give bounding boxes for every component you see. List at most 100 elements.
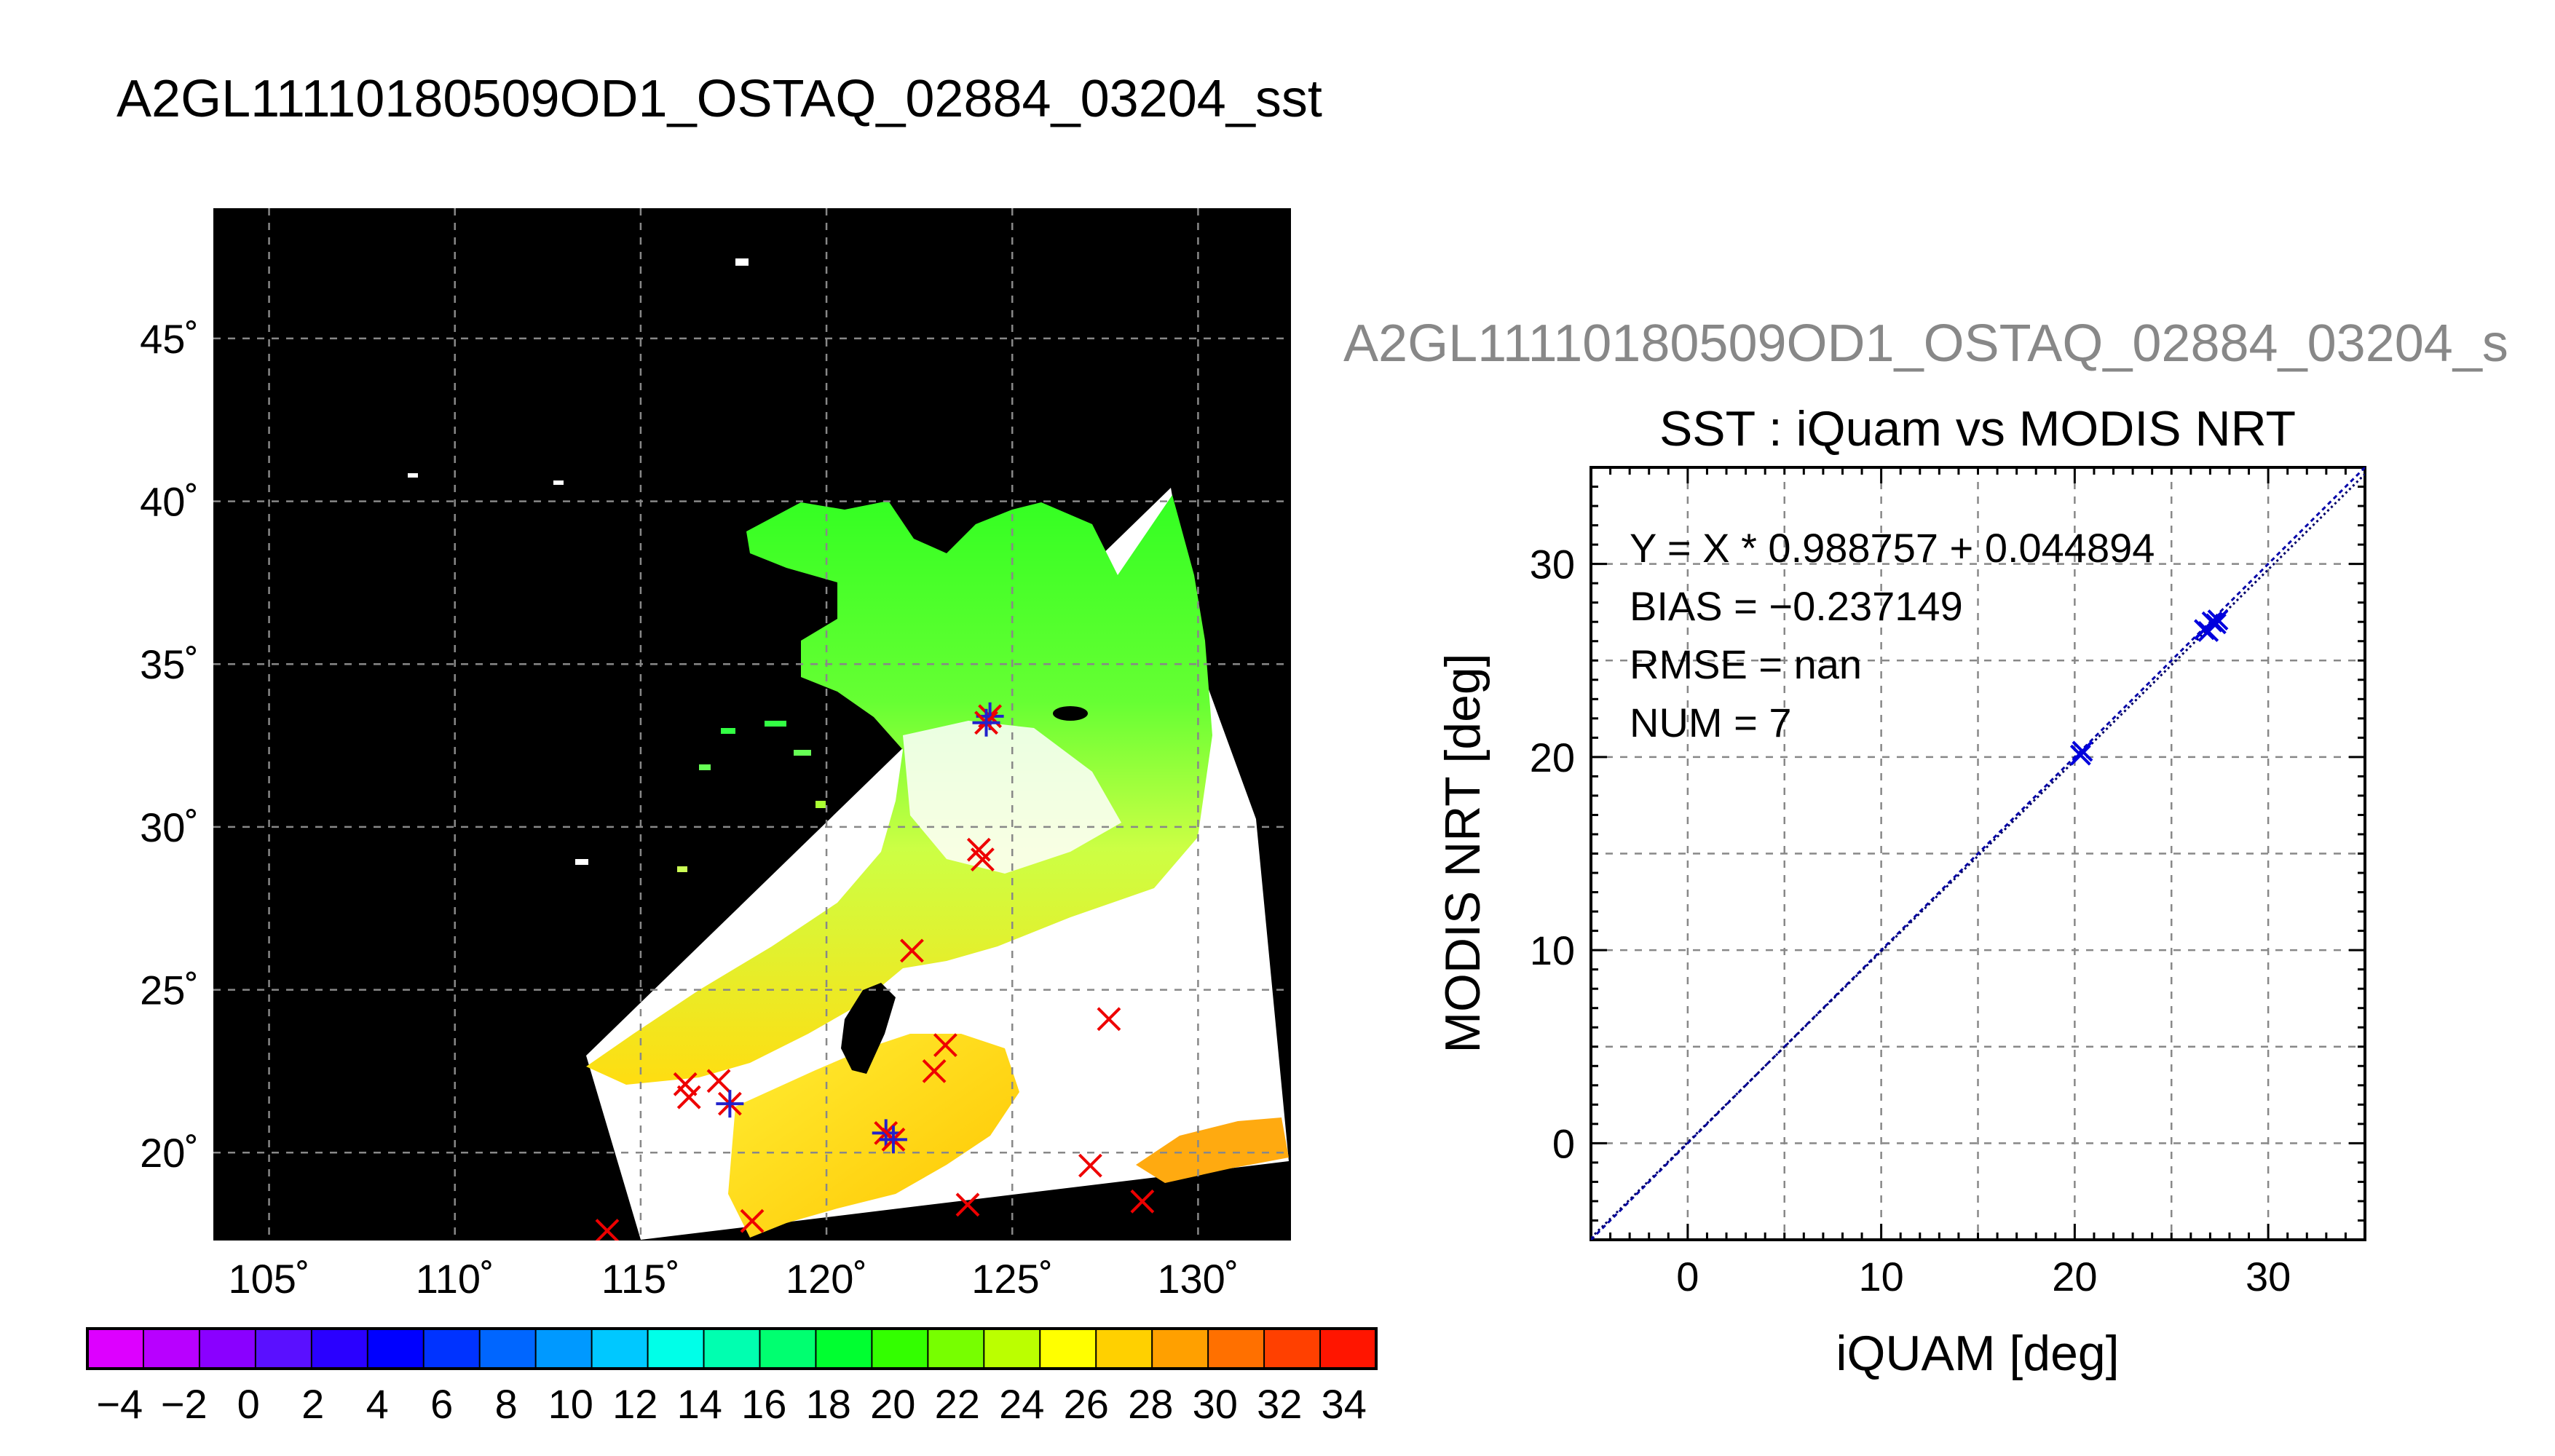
match-point-marker (900, 938, 924, 963)
colorbar-tick-label: 32 (1257, 1381, 1302, 1427)
match-point-marker (706, 1069, 731, 1093)
marker-stroke (676, 1085, 701, 1109)
match-point-marker (1097, 1007, 1121, 1032)
colorbar-tick-label: 12 (612, 1381, 657, 1427)
num-value: NUM = 7 (1630, 700, 1792, 745)
colorbar-segment (1040, 1329, 1097, 1369)
match-point-marker (922, 1059, 947, 1083)
bias-value: BIAS = −0.237149 (1630, 583, 1963, 629)
colorbar-tick-label: 0 (237, 1381, 260, 1427)
colorbar-tick-label: 20 (870, 1381, 915, 1427)
y-tick-label: 0 (1552, 1120, 1575, 1166)
map-panel: 105˚ 110˚ 115˚ 120˚ 125˚ 130˚ 20˚ 25˚ 30˚ 35˚ 40˚ 4… (140, 208, 1291, 1302)
colorbar-tick-label: 10 (548, 1381, 593, 1427)
marker-stroke (933, 1033, 957, 1058)
scatter-points (2069, 609, 2229, 766)
lon-tick-label: 130˚ (1157, 1256, 1239, 1302)
colorbar-tick-label: 26 (1064, 1381, 1109, 1427)
colorbar-tick-label: 18 (806, 1381, 851, 1427)
colorbar-segment (311, 1329, 368, 1369)
scatter-annotations: Y = X * 0.988757 + 0.044894 BIAS = −0.23… (1630, 525, 2155, 745)
y-tick-label: 20 (1530, 735, 1575, 780)
map-tick-labels: 105˚ 110˚ 115˚ 120˚ 125˚ 130˚ 20˚ 25˚ 30˚ 35˚ 40˚ 4… (140, 316, 1239, 1302)
colorbar-segment (143, 1329, 200, 1369)
lat-tick-label: 30˚ (140, 804, 199, 850)
colorbar-segment (984, 1329, 1041, 1369)
colorbar-tick-label: 30 (1193, 1381, 1238, 1427)
lake-pixel (816, 801, 826, 808)
match-point-marker (955, 1192, 980, 1217)
sst-colorbar: −4 −2 0 2 4 6 8 10 12 14 16 18 20 22 24 26 28 30 32 34 (86, 1327, 1378, 1427)
marker-stroke (706, 1069, 731, 1093)
colorbar-tick-label: 14 (677, 1381, 722, 1427)
colorbar-segment (591, 1329, 649, 1369)
colorbar-segment (1152, 1329, 1209, 1369)
lat-tick-label: 20˚ (140, 1130, 199, 1176)
lake-pixel (575, 859, 588, 865)
rmse-value: RMSE = nan (1630, 641, 1862, 687)
match-point-marker (676, 1085, 701, 1109)
x-tick-label: 30 (2246, 1254, 2291, 1299)
colorbar-segment (1096, 1329, 1153, 1369)
match-point-marker (1130, 1189, 1155, 1214)
scatter-title: SST : iQuam vs MODIS NRT (1659, 401, 2296, 456)
lon-tick-label: 115˚ (601, 1256, 680, 1302)
colorbar-tick-label: 16 (741, 1381, 786, 1427)
x-axis-label: iQUAM [deg] (1836, 1326, 2119, 1381)
map-grid (213, 208, 1291, 1241)
scatter-figure-title: A2GL11110180509OD1_OSTAQ_02884_03204_s (1343, 314, 2508, 373)
colorbar-tick-label: 28 (1128, 1381, 1173, 1427)
colorbar-tick-label: 24 (999, 1381, 1044, 1427)
sst-field-north (586, 495, 1212, 1085)
lon-tick-label: 120˚ (786, 1256, 867, 1302)
point-stroke (2072, 740, 2093, 762)
colorbar-tick-label: 34 (1322, 1381, 1367, 1427)
sst-field-east-warm (1136, 1117, 1289, 1183)
colorbar-segment (928, 1329, 985, 1369)
x-tick-label: 0 (1676, 1254, 1699, 1299)
colorbar-segment (1264, 1329, 1322, 1369)
colorbar-segment (647, 1329, 705, 1369)
lon-tick-label: 105˚ (229, 1256, 310, 1302)
identity-line (1591, 467, 2365, 1240)
lat-tick-label: 35˚ (140, 641, 199, 687)
marker-stroke (595, 1219, 620, 1241)
scatter-lines (1591, 467, 2365, 1240)
lake-pixel (794, 750, 811, 756)
colorbar-segment (367, 1329, 424, 1369)
colorbar-segment (199, 1329, 256, 1369)
marker-stroke (955, 1192, 980, 1217)
colorbar-segment (816, 1329, 873, 1369)
colorbar-tick-label: 4 (366, 1381, 389, 1427)
point-stroke (2207, 609, 2229, 630)
marker-stroke (1078, 1153, 1102, 1178)
colorbar-segment (872, 1329, 929, 1369)
scatter-panel: 0 10 20 30 0 10 20 30 Y = X * 0.988757 + 0.0448… (1435, 466, 2366, 1381)
y-tick-label: 30 (1530, 542, 1575, 587)
scatter-ticks: 0 10 20 30 0 10 20 30 (1530, 467, 2365, 1299)
marker-stroke (922, 1059, 947, 1083)
marker-stroke (673, 1072, 698, 1096)
marker-stroke (1097, 1007, 1121, 1032)
marker-stroke (900, 938, 924, 963)
y-tick-label: 10 (1530, 927, 1575, 973)
colorbar-segment (703, 1329, 761, 1369)
match-point-marker (673, 1072, 698, 1096)
x-tick-label: 10 (1858, 1254, 1903, 1299)
map-markers (595, 702, 1155, 1241)
match-point-marker (595, 1219, 620, 1241)
lat-tick-label: 45˚ (140, 316, 199, 362)
colorbar-segment (1208, 1329, 1265, 1369)
marker-stroke (740, 1208, 765, 1233)
match-point-marker (1078, 1153, 1102, 1178)
lon-tick-label: 110˚ (416, 1256, 494, 1302)
lake-pixel (699, 764, 711, 770)
lake-pixel (735, 258, 749, 266)
x-tick-label: 20 (2052, 1254, 2097, 1299)
lake-pixel (765, 721, 786, 727)
match-point-marker (879, 1125, 907, 1154)
y-axis-label: MODIS NRT [deg] (1435, 653, 1490, 1053)
marker-stroke (1130, 1189, 1155, 1214)
match-point-marker (740, 1208, 765, 1233)
